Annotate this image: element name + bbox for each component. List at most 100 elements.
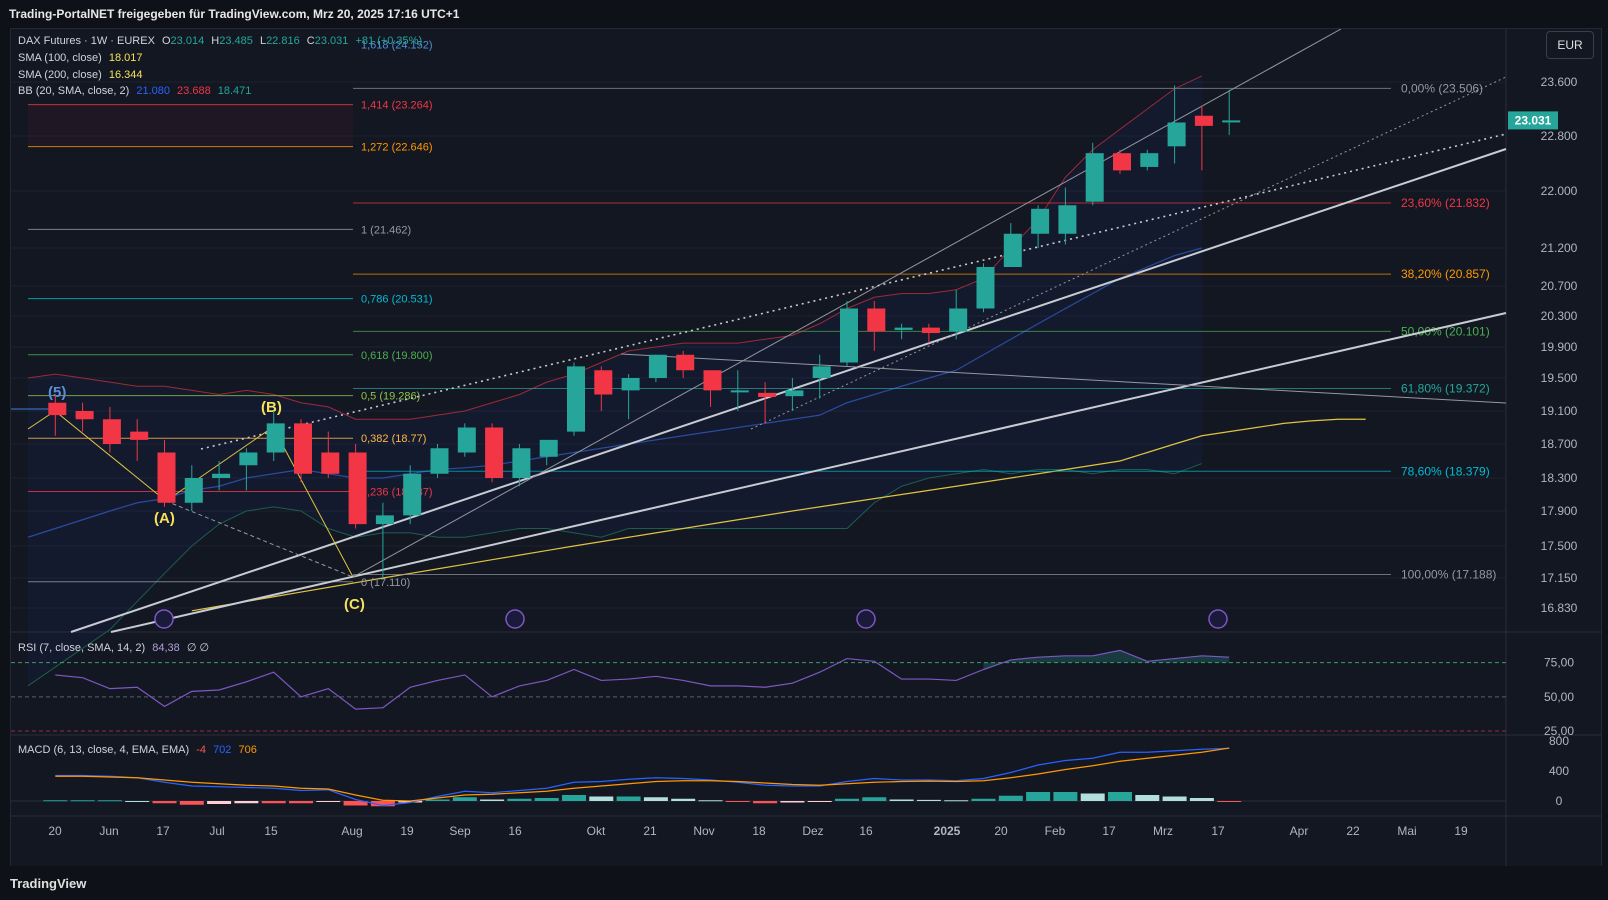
low-value: 22.816 <box>266 35 300 47</box>
close-value: 23.031 <box>314 35 349 47</box>
macd-hist-value: -4 <box>196 744 206 756</box>
tradingview-logo[interactable]: TradingView <box>10 876 87 891</box>
candle-body <box>1140 153 1159 167</box>
time-axis-label: 15 <box>264 824 278 838</box>
time-axis-label: 20 <box>994 824 1008 838</box>
price-axis-label: 22.000 <box>1541 184 1578 198</box>
close-label: C <box>306 35 315 47</box>
candle-body <box>130 431 149 440</box>
rsi-axis-label: 25,00 <box>1544 724 1574 738</box>
candle-body <box>621 378 640 391</box>
macd-histogram-bar <box>70 800 95 802</box>
macd-histogram-bar <box>889 799 914 801</box>
macd-histogram-bar <box>1217 801 1242 802</box>
macd-histogram-bar <box>425 799 450 801</box>
price-axis-label: 20.700 <box>1541 279 1578 293</box>
candle-body <box>648 354 667 378</box>
time-axis-label: 17 <box>1102 824 1116 838</box>
candle-body <box>348 452 367 525</box>
fib-right-label: 23,60% (21.832) <box>1401 196 1490 210</box>
candle-body <box>239 452 258 466</box>
trendline <box>110 312 1507 633</box>
macd-histogram-bar <box>1080 793 1105 801</box>
time-axis-label: Feb <box>1045 824 1066 838</box>
macd-histogram-bar <box>370 801 395 807</box>
macd-histogram-bar <box>398 801 423 803</box>
macd-signal-value: 706 <box>238 744 257 756</box>
event-marker-icon <box>505 609 525 629</box>
event-marker-icon <box>856 609 876 629</box>
price-axis-label: 17.900 <box>1541 504 1578 518</box>
chart-area[interactable]: 1,618 (24.152) 1,414 (23.264) 1,272 (22.64… <box>10 28 1602 868</box>
wave-label: (A) <box>154 510 175 527</box>
candle-body <box>375 515 394 525</box>
bb-legend[interactable]: BB (20, SMA, close, 2) 21.080 23.688 18.… <box>18 85 255 97</box>
rsi-overbought-fill <box>983 650 1230 670</box>
macd-histogram-bar <box>643 797 668 801</box>
rsi-label: RSI (7, close, SMA, 14, 2) <box>18 642 146 654</box>
macd-histogram-bar <box>207 801 232 804</box>
fib-left-label: 1 (21.462) <box>361 224 411 236</box>
candle-body <box>976 267 995 309</box>
header-bar: Trading-PortalNET freigegeben für Tradin… <box>0 0 1608 28</box>
macd-histogram-bar <box>698 800 723 802</box>
dotted-trendline <box>200 133 1507 450</box>
bb-upper-value: 23.688 <box>177 85 211 97</box>
fib-right-label: 0,00% (23.506) <box>1401 81 1483 95</box>
macd-histogram-bar <box>234 801 259 804</box>
macd-histogram-bar <box>343 801 368 806</box>
fib-left-label: 0,5 (19.286) <box>361 391 420 403</box>
macd-histogram-bar <box>616 796 641 801</box>
price-axis-label: 17.150 <box>1541 571 1578 585</box>
fib-zone <box>28 104 353 147</box>
candle-body <box>812 366 831 378</box>
candle-body <box>703 370 722 391</box>
macd-legend[interactable]: MACD (6, 13, close, 4, EMA, EMA) -4 702 … <box>18 744 261 756</box>
fib-right-label: 50,00% (20.101) <box>1401 324 1490 338</box>
macd-histogram-bar <box>780 801 805 803</box>
candle-body <box>921 327 940 334</box>
time-axis-label: 16 <box>508 824 522 838</box>
price-axis-label: 22.800 <box>1541 129 1578 143</box>
price-axis-label: 20.300 <box>1541 309 1578 323</box>
fib-right-label: 61,80% (19.372) <box>1401 382 1490 396</box>
bb-label: BB (20, SMA, close, 2) <box>18 85 130 97</box>
time-axis-label: 19 <box>400 824 414 838</box>
time-axis-label: 16 <box>859 824 873 838</box>
price-axis-label: 18.700 <box>1541 437 1578 451</box>
currency-button[interactable]: EUR <box>1546 31 1594 59</box>
sma200-value: 16.344 <box>108 69 143 81</box>
candle-body <box>1003 233 1022 267</box>
fib-left-label: 0,786 (20.531) <box>361 294 433 306</box>
wave-label: (C) <box>344 596 365 613</box>
rsi-extra: ∅ ∅ <box>186 642 210 654</box>
price-chart-svg[interactable]: 1,618 (24.152) 1,414 (23.264) 1,272 (22.64… <box>11 29 1601 867</box>
event-marker-icon <box>1208 609 1228 629</box>
candle-body <box>567 366 585 432</box>
bb-lower-line <box>27 463 1203 687</box>
time-axis-label: Okt <box>587 824 606 838</box>
candle-body <box>1194 115 1213 126</box>
symbol-legend[interactable]: DAX Futures · 1W · EUREX O23.014 H23.485… <box>18 35 426 47</box>
rsi-axis-label: 75,00 <box>1544 656 1574 670</box>
sma200-legend[interactable]: SMA (200, close) 16.344 <box>18 69 146 81</box>
price-axis-label: 16.830 <box>1541 601 1578 615</box>
symbol-name[interactable]: DAX Futures · 1W · EUREX <box>18 35 155 47</box>
sma100-legend[interactable]: SMA (100, close) 18.017 <box>18 52 146 64</box>
macd-histogram-bar <box>1053 792 1078 801</box>
rsi-legend[interactable]: RSI (7, close, SMA, 14, 2) 84,38 ∅ ∅ <box>18 641 213 654</box>
time-axis-label: 2025 <box>934 824 961 838</box>
macd-histogram-bar <box>944 800 969 802</box>
candle-body <box>840 308 858 363</box>
candle-body <box>730 390 749 393</box>
macd-histogram-bar <box>43 800 68 802</box>
candle-body <box>949 308 968 332</box>
wave-label: (5) <box>48 384 66 401</box>
candle-body <box>1222 120 1241 123</box>
macd-line-value: 702 <box>213 744 232 756</box>
fib-right-label: 100,00% (17.188) <box>1401 568 1496 582</box>
macd-axis-label: 400 <box>1549 764 1569 778</box>
macd-histogram-bar <box>1135 795 1160 801</box>
fib-left-label: 0,236 (18.137) <box>361 486 433 498</box>
macd-histogram-bar <box>452 797 477 801</box>
